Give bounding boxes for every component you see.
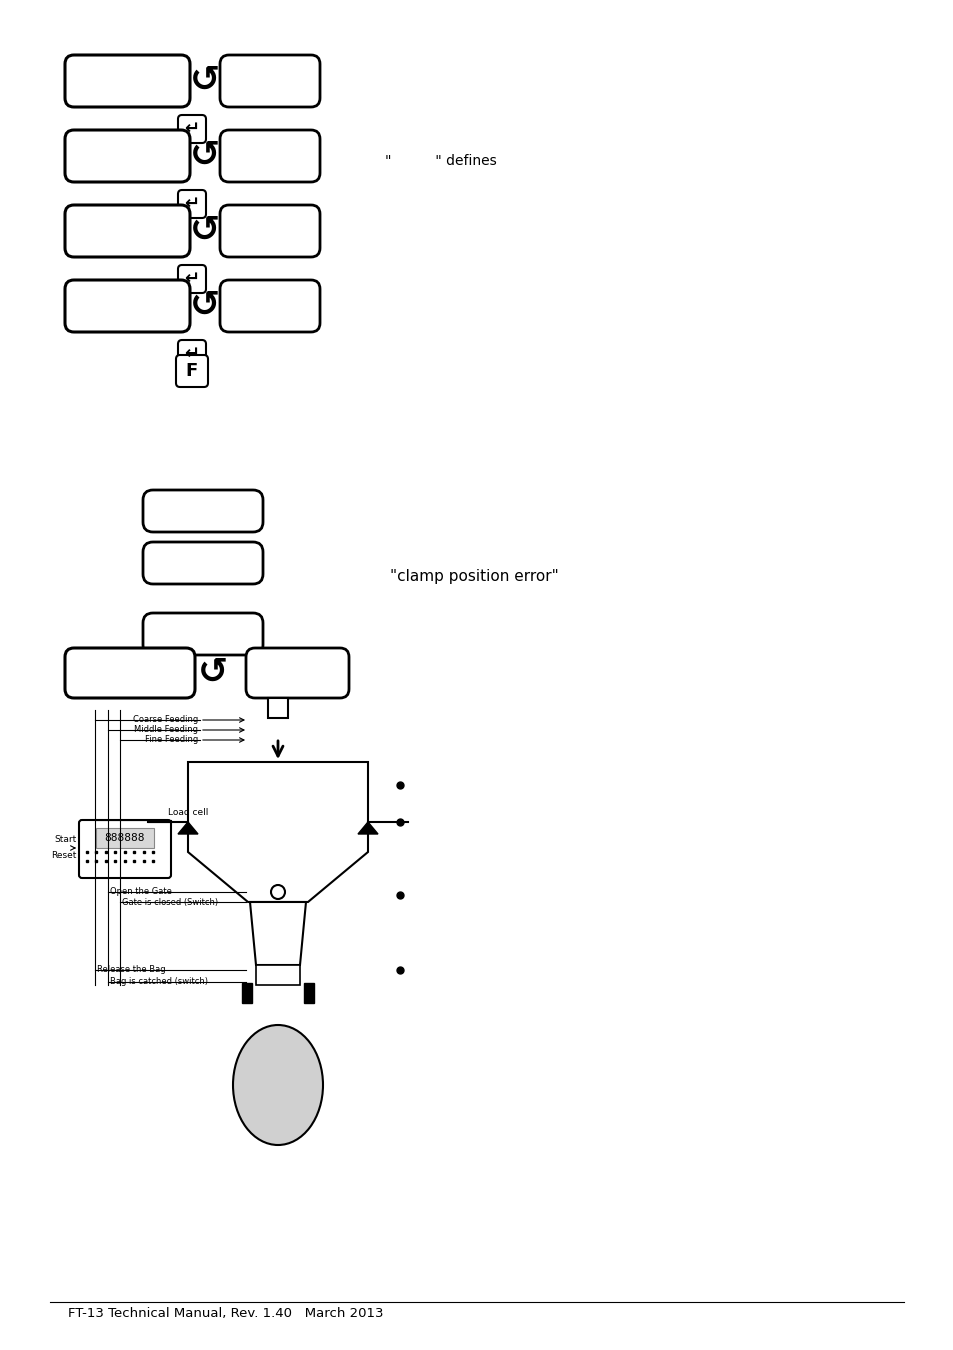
Bar (96, 828, 153, 848)
FancyBboxPatch shape (65, 130, 190, 182)
FancyBboxPatch shape (143, 613, 263, 655)
Text: F: F (186, 362, 198, 379)
Text: Coarse Feeding: Coarse Feeding (132, 716, 198, 725)
Polygon shape (255, 965, 299, 986)
FancyBboxPatch shape (178, 265, 206, 293)
Bar (304, 983, 314, 1003)
FancyBboxPatch shape (178, 190, 206, 217)
Text: 888888: 888888 (105, 833, 145, 842)
Text: Open the Gate: Open the Gate (110, 887, 172, 896)
Circle shape (271, 886, 285, 899)
Polygon shape (250, 902, 306, 965)
FancyBboxPatch shape (65, 55, 190, 107)
Polygon shape (357, 822, 377, 834)
Text: ↺: ↺ (190, 63, 220, 99)
Text: ↺: ↺ (197, 656, 228, 690)
FancyBboxPatch shape (178, 115, 206, 143)
Text: Bag is catched (switch): Bag is catched (switch) (110, 977, 208, 987)
FancyBboxPatch shape (220, 205, 319, 256)
Text: ↺: ↺ (190, 139, 220, 173)
Text: Fine Feeding: Fine Feeding (145, 736, 198, 744)
Ellipse shape (233, 1025, 323, 1145)
FancyBboxPatch shape (65, 205, 190, 256)
Text: ↺: ↺ (190, 215, 220, 248)
Text: "clamp position error": "clamp position error" (390, 568, 558, 583)
Text: ↺: ↺ (190, 289, 220, 323)
Text: Start: Start (54, 836, 77, 845)
FancyBboxPatch shape (143, 541, 263, 585)
Text: FT-13 Technical Manual, Rev. 1.40   March 2013: FT-13 Technical Manual, Rev. 1.40 March … (68, 1307, 383, 1320)
FancyBboxPatch shape (220, 55, 319, 107)
Text: Release the Bag: Release the Bag (97, 965, 166, 975)
Text: ↵: ↵ (184, 194, 199, 213)
Bar (242, 983, 252, 1003)
FancyBboxPatch shape (178, 340, 206, 369)
FancyBboxPatch shape (65, 648, 194, 698)
FancyBboxPatch shape (79, 819, 171, 878)
FancyBboxPatch shape (220, 279, 319, 332)
Text: Reset: Reset (51, 850, 77, 860)
FancyBboxPatch shape (143, 490, 263, 532)
Text: Load cell: Load cell (168, 809, 208, 817)
FancyBboxPatch shape (175, 355, 208, 387)
Text: "          " defines: " " defines (385, 154, 497, 167)
Text: Middle Feeding: Middle Feeding (133, 725, 198, 734)
Polygon shape (178, 822, 198, 834)
Text: ↵: ↵ (184, 346, 199, 363)
FancyBboxPatch shape (246, 648, 349, 698)
Text: Gate is closed (Switch): Gate is closed (Switch) (122, 898, 218, 906)
Text: ↵: ↵ (184, 120, 199, 138)
FancyBboxPatch shape (65, 279, 190, 332)
FancyBboxPatch shape (220, 130, 319, 182)
Polygon shape (188, 761, 368, 902)
Text: ↵: ↵ (184, 270, 199, 288)
Bar (268, 698, 288, 718)
